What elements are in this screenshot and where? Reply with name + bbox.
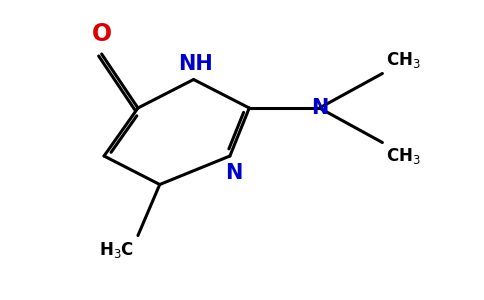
Text: O: O [91,22,112,46]
Text: H$_3$C: H$_3$C [99,239,134,260]
Text: CH$_3$: CH$_3$ [386,146,421,167]
Text: N: N [311,98,328,118]
Text: NH: NH [178,53,213,74]
Text: CH$_3$: CH$_3$ [386,50,421,70]
Text: N: N [225,163,242,183]
